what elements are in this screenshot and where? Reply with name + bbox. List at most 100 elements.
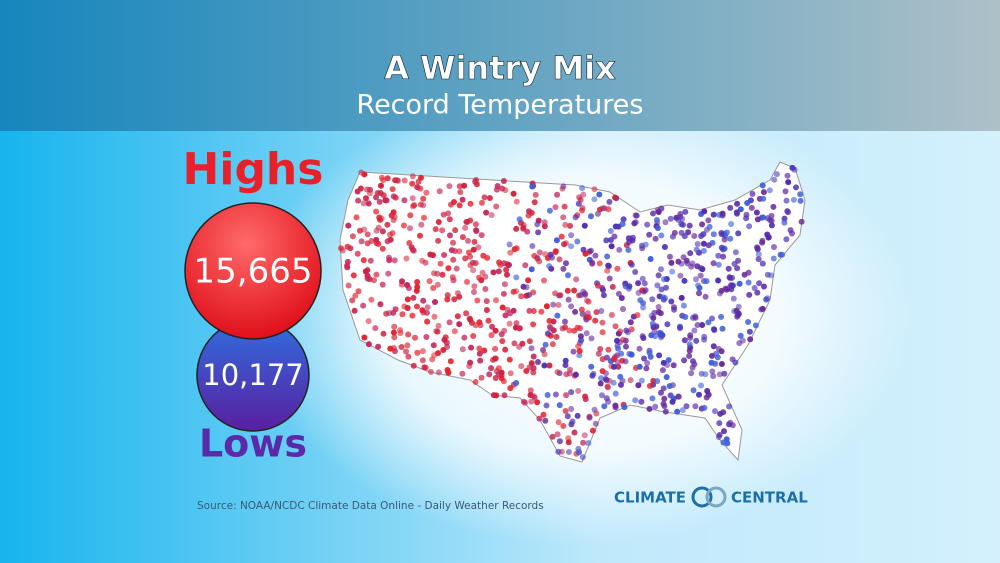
- map-dot: [728, 221, 735, 227]
- map-dot: [472, 260, 479, 267]
- map-dot: [513, 320, 520, 327]
- map-dot: [604, 267, 611, 274]
- map-dot: [635, 382, 642, 389]
- map-dot: [513, 288, 519, 295]
- map-dot: [553, 237, 560, 244]
- map-dot: [542, 341, 549, 348]
- map-dot: [635, 280, 642, 287]
- title: A Wintry Mix: [384, 49, 616, 87]
- highs-label: Highs: [183, 144, 324, 195]
- map-dot: [720, 439, 727, 446]
- map-dot: [567, 222, 574, 229]
- map-dot: [734, 200, 741, 207]
- map-dot: [486, 371, 493, 378]
- map-dot: [568, 243, 575, 250]
- map-dot: [372, 325, 379, 332]
- map-dot: [754, 246, 761, 253]
- map-dot: [683, 403, 690, 410]
- map-dot: [513, 274, 520, 281]
- map-dot: [612, 223, 619, 230]
- map-dot: [764, 215, 771, 222]
- map-dot: [485, 317, 492, 324]
- map-dot: [620, 216, 627, 223]
- map-dot: [580, 191, 587, 198]
- map-dot: [612, 390, 619, 397]
- map-dot: [617, 328, 624, 335]
- map-dot: [426, 278, 433, 285]
- map-dot: [483, 307, 490, 313]
- map-dot: [576, 449, 582, 456]
- map-dot: [692, 403, 699, 410]
- map-dot: [563, 240, 569, 247]
- map-dot: [694, 241, 701, 247]
- map-dot: [371, 277, 377, 284]
- map-dot: [606, 198, 613, 205]
- map-dot: [720, 409, 727, 416]
- us-map: [338, 161, 806, 463]
- map-dot: [483, 209, 490, 216]
- map-dot: [663, 374, 670, 381]
- map-dot: [419, 348, 426, 355]
- map-dot: [700, 240, 707, 247]
- map-dot: [530, 353, 537, 360]
- map-dot: [695, 282, 702, 289]
- map-dot: [597, 380, 604, 387]
- map-dot: [572, 308, 579, 315]
- map-dot: [365, 318, 372, 325]
- map-dot: [649, 296, 656, 303]
- map-dot: [585, 440, 592, 446]
- map-dot: [407, 212, 414, 219]
- map-dot: [680, 221, 686, 228]
- map-dot: [435, 219, 442, 225]
- map-dot: [495, 371, 502, 378]
- map-dot: [423, 334, 430, 340]
- map-dot: [760, 189, 767, 196]
- map-dot: [473, 228, 480, 235]
- map-dot: [658, 389, 664, 396]
- map-dot: [513, 198, 520, 205]
- map-dot: [599, 356, 606, 363]
- map-dot: [530, 369, 537, 376]
- map-dot: [669, 398, 676, 405]
- map-dot: [604, 383, 611, 390]
- map-dot: [547, 251, 554, 258]
- map-dot: [584, 310, 591, 317]
- map-dot: [593, 309, 600, 316]
- map-dot: [662, 219, 669, 226]
- map-dot: [417, 201, 424, 208]
- map-dot: [652, 235, 659, 242]
- map-dot: [420, 297, 427, 304]
- map-dot: [688, 370, 695, 377]
- map-dot: [700, 231, 707, 238]
- map-dot: [501, 281, 508, 288]
- map-dot: [530, 321, 537, 328]
- map-dot: [516, 216, 523, 223]
- map-dot: [506, 241, 513, 248]
- map-dot: [488, 365, 495, 372]
- map-dot: [448, 247, 455, 254]
- map-dot: [493, 297, 499, 304]
- map-dot: [446, 216, 453, 223]
- map-dot: [433, 328, 440, 335]
- map-dot: [352, 292, 359, 299]
- map-dot: [429, 356, 436, 363]
- source: Source: NOAA/NCDC Climate Data Online - …: [197, 500, 544, 512]
- map-dot: [361, 226, 368, 233]
- map-dot: [718, 361, 725, 367]
- map-dot: [597, 346, 604, 352]
- map-dot: [478, 374, 485, 381]
- map-dot: [675, 393, 682, 400]
- map-dot: [764, 271, 771, 278]
- map-dot: [541, 223, 548, 230]
- map-dot: [541, 351, 548, 358]
- map-dot: [385, 270, 392, 277]
- map-dot: [715, 252, 722, 259]
- map-dot: [474, 297, 481, 304]
- map-dot: [397, 330, 404, 337]
- map-dot: [409, 173, 416, 180]
- map-dot: [598, 375, 605, 382]
- map-dot: [566, 327, 573, 334]
- map-dot: [779, 251, 786, 258]
- map-dot: [429, 252, 436, 259]
- map-dot: [471, 283, 478, 290]
